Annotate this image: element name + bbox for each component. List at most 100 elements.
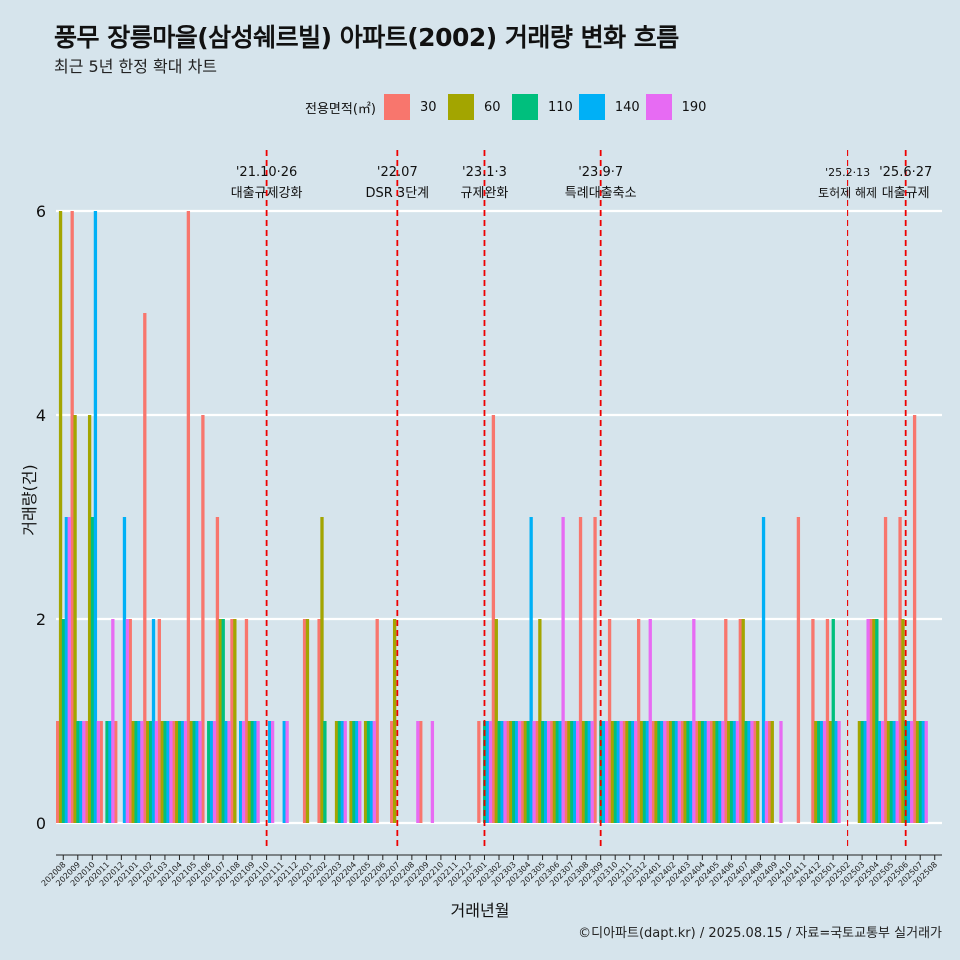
bar-140-202108	[239, 721, 243, 823]
bar-190-202011	[111, 619, 115, 823]
bar-110-202202	[323, 721, 327, 823]
bar-110-202103	[163, 721, 167, 823]
event-date-2: '23.1·3	[462, 165, 507, 180]
bar-30-202301	[477, 721, 481, 823]
bar-60-202305	[538, 619, 542, 823]
bar-60-202401	[654, 721, 658, 823]
bar-60-202408	[756, 721, 760, 823]
bar-110-202501	[831, 619, 835, 823]
bar-60-202107	[218, 619, 222, 823]
legend-label-140: 140	[614, 99, 640, 115]
bar-110-202406	[729, 721, 734, 823]
bar-30-202107	[215, 517, 220, 823]
bar-140-202501	[834, 721, 838, 823]
bar-60-202306	[552, 721, 557, 823]
bar-60-202101	[131, 721, 135, 823]
bar-30-202309	[593, 517, 597, 823]
legend-swatch-110	[511, 94, 538, 120]
bar-190-202506	[910, 721, 914, 823]
y-tick-label-2: 2	[36, 610, 46, 629]
bar-30-202306	[549, 721, 554, 823]
bar-190-202310	[619, 721, 623, 823]
bar-30-202302	[491, 415, 496, 823]
bar-190-202407	[750, 721, 754, 823]
bar-140-202506	[907, 721, 911, 823]
bar-190-202303	[517, 721, 522, 823]
bar-190-202305	[546, 721, 551, 823]
bar-60-202205	[363, 721, 368, 823]
bar-110-202304	[526, 721, 530, 823]
bar-110-202101	[134, 721, 138, 823]
bar-140-202012	[122, 517, 127, 823]
bar-30-202407	[738, 619, 742, 823]
bar-140-202406	[732, 721, 737, 823]
bar-60-202009	[73, 415, 77, 823]
bar-140-202402	[674, 721, 679, 823]
bar-30-202108	[230, 619, 234, 823]
bar-140-202103	[166, 721, 170, 823]
bar-60-202405	[712, 721, 716, 823]
bar-60-202505	[886, 721, 891, 823]
bar-140-202507	[921, 721, 925, 823]
bar-60-202307	[567, 721, 571, 823]
bar-140-202102	[151, 619, 156, 823]
bar-190-202412	[822, 721, 827, 823]
bar-190-202203	[343, 721, 347, 823]
bar-60-202202	[320, 517, 324, 823]
bar-140-202503	[863, 721, 867, 823]
bar-190-202107	[227, 721, 231, 823]
bar-140-202301	[485, 721, 490, 823]
bar-190-202012	[125, 619, 130, 823]
bar-30-202401	[651, 721, 655, 823]
bar-60-202201	[305, 619, 310, 823]
bar-110-202312	[642, 721, 647, 823]
bar-190-202302	[503, 721, 507, 823]
bar-110-202505	[889, 721, 894, 823]
bar-60-202102	[146, 721, 150, 823]
bar-60-202203	[334, 721, 339, 823]
bar-140-202303	[514, 721, 519, 823]
bar-190-202308	[590, 721, 594, 823]
legend-item-30: 30	[383, 94, 442, 120]
bar-60-202311	[625, 721, 629, 823]
bar-140-202310	[616, 721, 620, 823]
y-tick-label-4: 4	[36, 406, 46, 425]
bar-140-202204	[355, 721, 359, 823]
event-label-5: 대출규제	[882, 186, 930, 201]
legend-label-30: 30	[419, 99, 437, 115]
bar-140-202405	[718, 721, 722, 823]
legend-swatch-30	[383, 94, 410, 120]
bar-60-202504	[872, 619, 876, 823]
legend-item-190: 190	[645, 94, 706, 120]
event-date-4: '25.2·13	[825, 166, 870, 179]
bar-30-202307	[564, 721, 568, 823]
bar-190-202406	[735, 721, 740, 823]
bar-60-202304	[523, 721, 527, 823]
bar-60-202104	[175, 721, 179, 823]
bar-140-202505	[892, 721, 896, 823]
bar-30-202106	[201, 415, 205, 823]
bar-30-202312	[636, 619, 641, 823]
bar-140-202101	[137, 721, 141, 823]
chart-subtitle: 최근 5년 한정 확대 차트	[54, 57, 218, 76]
bar-190-202104	[183, 721, 188, 823]
bar-190-202505	[895, 721, 899, 823]
bar-190-202403	[692, 619, 696, 823]
bar-60-202103	[160, 721, 164, 823]
bar-30-202010	[85, 721, 89, 823]
bar-60-202501	[828, 721, 833, 823]
bar-30-202505	[883, 517, 888, 823]
bar-30-202104	[172, 721, 176, 823]
legend-swatch-60	[447, 94, 474, 120]
bar-140-202504	[878, 721, 882, 823]
bar-30-202405	[709, 721, 713, 823]
bar-30-202409	[767, 721, 772, 823]
bar-30-202202	[317, 619, 321, 823]
bar-190-202404	[706, 721, 711, 823]
bar-190-202208	[416, 721, 420, 823]
bar-110-202302	[497, 721, 501, 823]
bar-30-202408	[753, 721, 757, 823]
bar-30-202507	[912, 415, 917, 823]
source-caption: ©디아파트(dapt.kr) / 2025.08.15 / 자료=국토교통부 실…	[578, 926, 942, 941]
